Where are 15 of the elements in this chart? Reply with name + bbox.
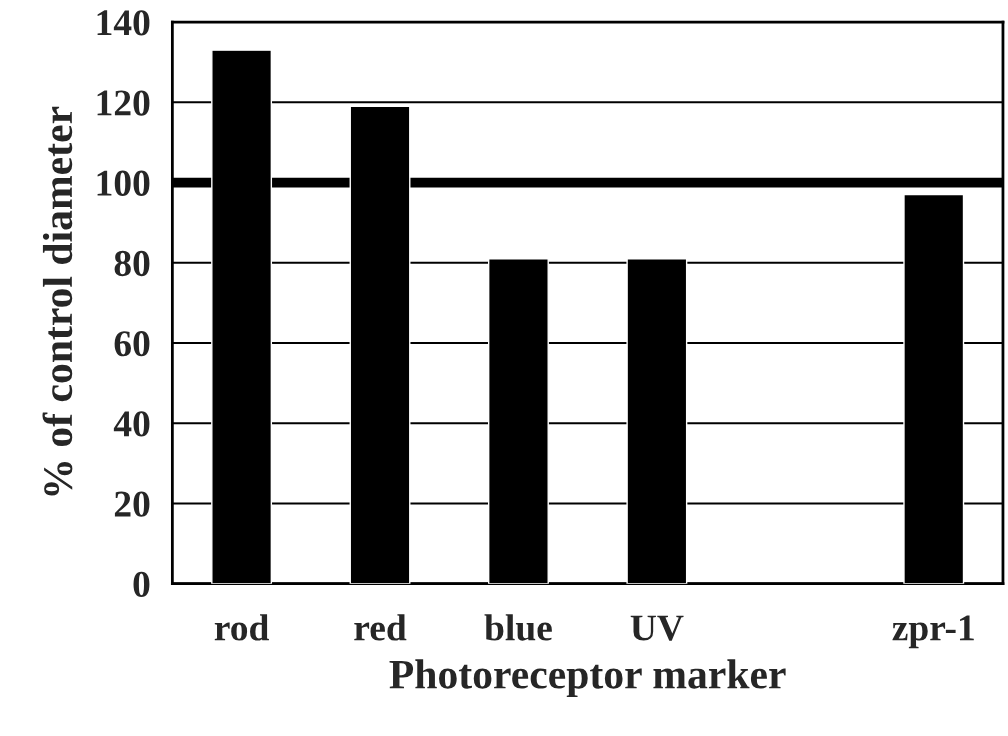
x-tick-label: blue [484, 614, 552, 641]
y-tick-label: 120 [97, 90, 150, 116]
y-tick-label: 0 [133, 571, 150, 598]
y-tick-label: 100 [97, 170, 150, 196]
y-tick-label: 60 [114, 331, 150, 357]
y-tick-label: 140 [97, 10, 150, 36]
y-tick-label: 80 [114, 250, 150, 277]
y-tick-label: 20 [114, 491, 150, 517]
x-axis-title: Photoreceptor marker [389, 659, 786, 698]
y-axis-title: % of control diameter [42, 106, 73, 496]
x-tick-label: red [354, 614, 407, 641]
y-tick-label: 40 [113, 411, 150, 437]
x-tick-label: UV [630, 615, 684, 641]
x-tick-label: rod [214, 614, 269, 641]
x-tick-label: zpr-1 [892, 615, 974, 649]
